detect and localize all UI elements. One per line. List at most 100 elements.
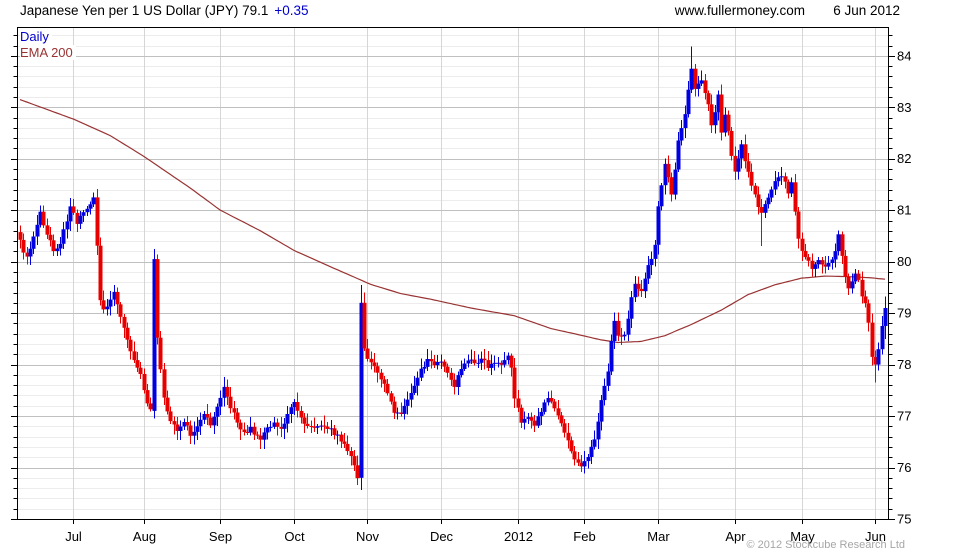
candle-up xyxy=(489,363,494,368)
candle-down xyxy=(101,300,106,310)
candle-up xyxy=(522,418,527,423)
candle-up xyxy=(65,221,70,230)
candle-up xyxy=(315,426,320,428)
candle-up xyxy=(476,362,481,364)
candle-down xyxy=(810,260,815,269)
candle-down xyxy=(639,288,644,292)
candle-down xyxy=(158,337,163,370)
candle-up xyxy=(492,362,497,364)
candle-down xyxy=(800,238,805,251)
candle-up xyxy=(31,236,36,249)
candle-down xyxy=(666,163,671,178)
candle-down xyxy=(382,379,387,384)
candle-down xyxy=(235,412,240,423)
candle-up xyxy=(813,264,818,269)
candle-down xyxy=(41,211,46,226)
candle-up xyxy=(592,439,597,447)
candle-down xyxy=(749,171,754,186)
candle-up xyxy=(673,169,678,195)
candle-up xyxy=(776,177,781,182)
candle-down xyxy=(820,260,825,265)
candle-down xyxy=(345,443,350,452)
candle-down xyxy=(135,360,140,368)
candle-up xyxy=(536,416,541,426)
candle-down xyxy=(806,257,811,261)
candle-down xyxy=(362,302,367,349)
candle-down xyxy=(365,348,370,359)
candle-down xyxy=(385,383,390,394)
candle-down xyxy=(162,369,167,398)
candle-up xyxy=(58,243,63,249)
candle-down xyxy=(445,366,450,373)
y-axis-labels: 75 76 77 78 79 80 81 82 83 84 xyxy=(897,48,911,526)
candle-up xyxy=(653,244,658,259)
candle-down xyxy=(379,372,384,380)
candle-down xyxy=(452,379,457,387)
candle-up xyxy=(409,393,414,400)
candle-down xyxy=(399,412,404,414)
candle-up xyxy=(466,360,471,364)
candle-down xyxy=(305,423,310,426)
x-axis-label: May xyxy=(790,529,815,544)
candle-up xyxy=(55,248,60,252)
candle-up xyxy=(679,128,684,141)
candle-down xyxy=(238,422,243,430)
candle-up xyxy=(405,399,410,406)
candle-down xyxy=(349,451,354,457)
candle-up xyxy=(633,283,638,298)
candle-up xyxy=(656,206,661,245)
candle-up xyxy=(335,434,340,436)
candle-up xyxy=(68,206,73,222)
candle-up xyxy=(28,248,33,257)
candle-up xyxy=(736,158,741,172)
x-axis-label: Mar xyxy=(647,529,670,544)
candle-down xyxy=(619,335,624,337)
candle-down xyxy=(125,327,130,340)
candle-up xyxy=(649,258,654,266)
candle-up xyxy=(289,407,294,414)
candle-down xyxy=(302,417,307,424)
candle-up xyxy=(826,263,831,267)
y-axis-label: 75 xyxy=(897,512,911,527)
y-axis-label: 81 xyxy=(897,203,911,218)
candle-down xyxy=(499,362,504,365)
candle-down xyxy=(205,414,210,418)
candle-down xyxy=(549,398,554,402)
candle-down xyxy=(442,361,447,367)
candle-up xyxy=(876,349,881,365)
candle-down xyxy=(432,361,437,366)
candle-up xyxy=(35,224,40,237)
candle-up xyxy=(268,426,273,428)
y-axis-label: 83 xyxy=(897,100,911,115)
candle-down xyxy=(873,357,878,365)
candle-up xyxy=(469,359,474,361)
candle-down xyxy=(856,273,861,280)
candle-up xyxy=(739,144,744,159)
y-axis-label: 78 xyxy=(897,357,911,372)
candle-down xyxy=(566,432,571,441)
chart-title-text: Japanese Yen per 1 US Dollar (JPY) 79.1 xyxy=(20,3,269,18)
candle-up xyxy=(606,371,611,386)
candle-up xyxy=(643,278,648,292)
candle-up xyxy=(435,362,440,366)
candle-down xyxy=(532,420,537,426)
candle-down xyxy=(843,255,848,277)
candle-up xyxy=(439,361,444,363)
candle-up xyxy=(456,375,461,387)
candle-up xyxy=(178,426,183,431)
candle-down xyxy=(279,426,284,429)
candle-up xyxy=(582,461,587,467)
candle-up xyxy=(833,251,838,260)
candle-down xyxy=(860,279,865,297)
candle-down xyxy=(115,291,120,305)
candle-down xyxy=(486,360,491,368)
candle-up xyxy=(599,400,604,422)
candle-up xyxy=(85,208,90,213)
candle-down xyxy=(175,424,180,431)
candle-down xyxy=(25,252,30,257)
candle-up xyxy=(539,411,544,417)
candle-down xyxy=(225,386,230,397)
candle-down xyxy=(98,245,103,301)
candle-up xyxy=(78,215,83,224)
candle-up xyxy=(816,260,821,265)
